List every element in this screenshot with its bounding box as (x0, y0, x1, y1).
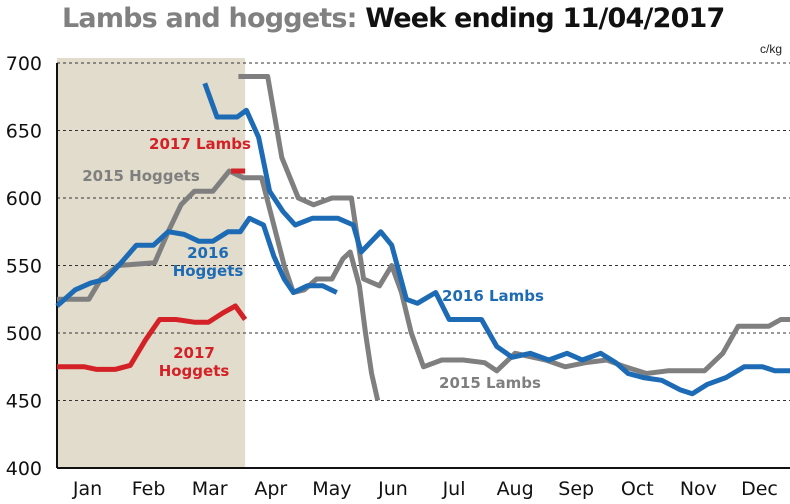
series-label-2017-hoggets: Hoggets (159, 362, 230, 380)
x-tick-label: Oct (621, 478, 654, 500)
series-line-2017-hoggets (57, 303, 248, 372)
series-line-2015-lambs (238, 74, 790, 376)
x-tick-label: Sep (558, 478, 594, 500)
series-line-2016-hoggets (55, 215, 338, 308)
series-label-2015-lambs: 2015 Lambs (439, 374, 541, 392)
title-part-2: Week ending 11/04/2017 (365, 3, 725, 34)
y-axis-unit: c/kg (759, 42, 782, 56)
series-label-2016-hoggets: Hoggets (173, 262, 244, 280)
x-tick-label: Dec (741, 478, 778, 500)
x-tick-label: Jul (442, 478, 466, 500)
y-tick-label: 650 (6, 121, 42, 143)
series-label-2016-hoggets: 2016 (187, 244, 229, 262)
x-tick-label: Feb (132, 478, 166, 500)
chart-title: Lambs and hoggets: Week ending 11/04/201… (62, 2, 725, 36)
x-tick-label: Aug (497, 478, 534, 500)
x-tick-label: Jun (377, 478, 408, 500)
x-tick-label: Mar (192, 478, 228, 500)
x-tick-label: Apr (254, 478, 287, 500)
x-tick-label: Nov (680, 478, 717, 500)
series-label-2017-hoggets: 2017 (173, 344, 215, 362)
y-tick-label: 450 (6, 391, 42, 413)
y-tick-label: 600 (6, 188, 42, 210)
series-label-2017-lambs: 2017 Lambs (149, 135, 251, 153)
x-tick-label: Jan (72, 478, 102, 500)
series-label-2015-hoggets: 2015 Hoggets (82, 167, 200, 185)
title-part-1: Lambs and hoggets: (62, 3, 357, 34)
y-tick-label: 550 (6, 256, 42, 278)
y-tick-label: 400 (6, 458, 42, 480)
y-tick-label: 500 (6, 323, 42, 345)
series-line-2016-lambs (202, 82, 790, 397)
series-label-2016-lambs: 2016 Lambs (442, 287, 544, 305)
y-tick-label: 700 (6, 53, 42, 75)
x-tick-label: May (312, 478, 351, 500)
